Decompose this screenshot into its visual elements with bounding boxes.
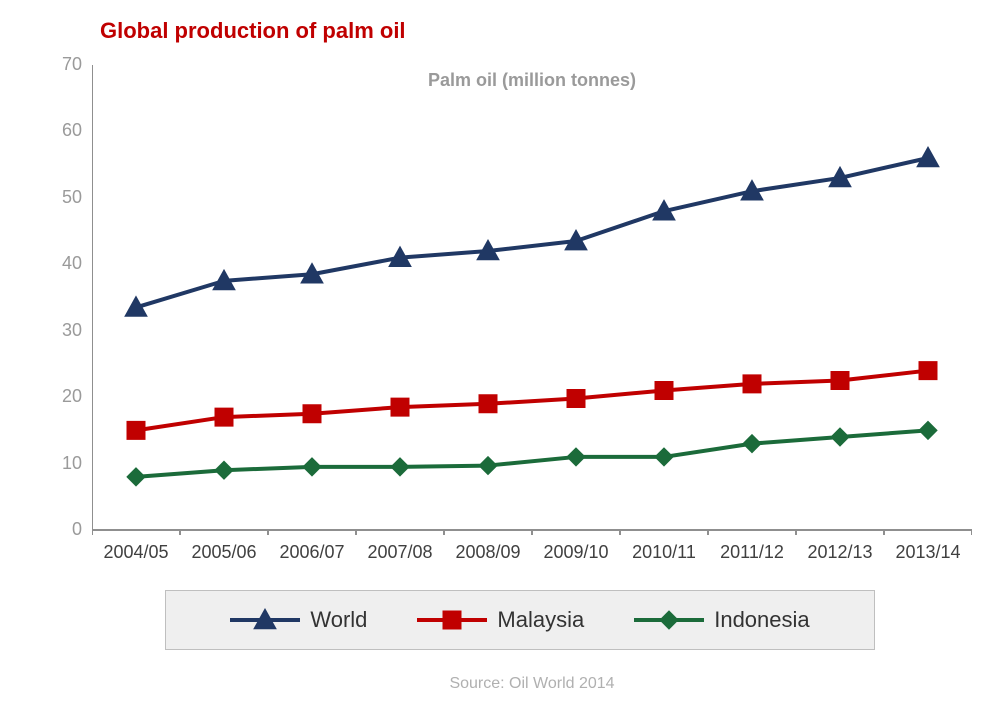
chart-source: Source: Oil World 2014: [92, 675, 972, 693]
y-tick-label: 70: [42, 54, 82, 75]
legend-swatch: [634, 608, 704, 632]
x-tick-label: 2009/10: [531, 542, 621, 563]
y-tick-label: 30: [42, 320, 82, 341]
y-tick-label: 10: [42, 453, 82, 474]
y-tick-label: 40: [42, 253, 82, 274]
y-tick-label: 0: [42, 519, 82, 540]
chart-plot: [92, 60, 972, 535]
x-tick-label: 2005/06: [179, 542, 269, 563]
y-tick-label: 50: [42, 187, 82, 208]
x-tick-label: 2011/12: [707, 542, 797, 563]
chart-legend: World Malaysia Indonesia: [165, 590, 875, 650]
legend-item: World: [230, 607, 367, 633]
legend-label: Indonesia: [714, 607, 809, 633]
y-tick-label: 60: [42, 120, 82, 141]
legend-item: Indonesia: [634, 607, 809, 633]
x-tick-label: 2007/08: [355, 542, 445, 563]
y-tick-label: 20: [42, 386, 82, 407]
legend-swatch: [230, 608, 300, 632]
chart-title: Global production of palm oil: [100, 18, 406, 44]
legend-label: Malaysia: [497, 607, 584, 633]
legend-swatch: [417, 608, 487, 632]
x-tick-label: 2008/09: [443, 542, 533, 563]
legend-item: Malaysia: [417, 607, 584, 633]
legend-label: World: [310, 607, 367, 633]
x-tick-label: 2004/05: [91, 542, 181, 563]
x-tick-label: 2012/13: [795, 542, 885, 563]
chart-svg: [92, 60, 972, 535]
x-tick-label: 2010/11: [619, 542, 709, 563]
x-tick-label: 2013/14: [883, 542, 973, 563]
x-tick-label: 2006/07: [267, 542, 357, 563]
